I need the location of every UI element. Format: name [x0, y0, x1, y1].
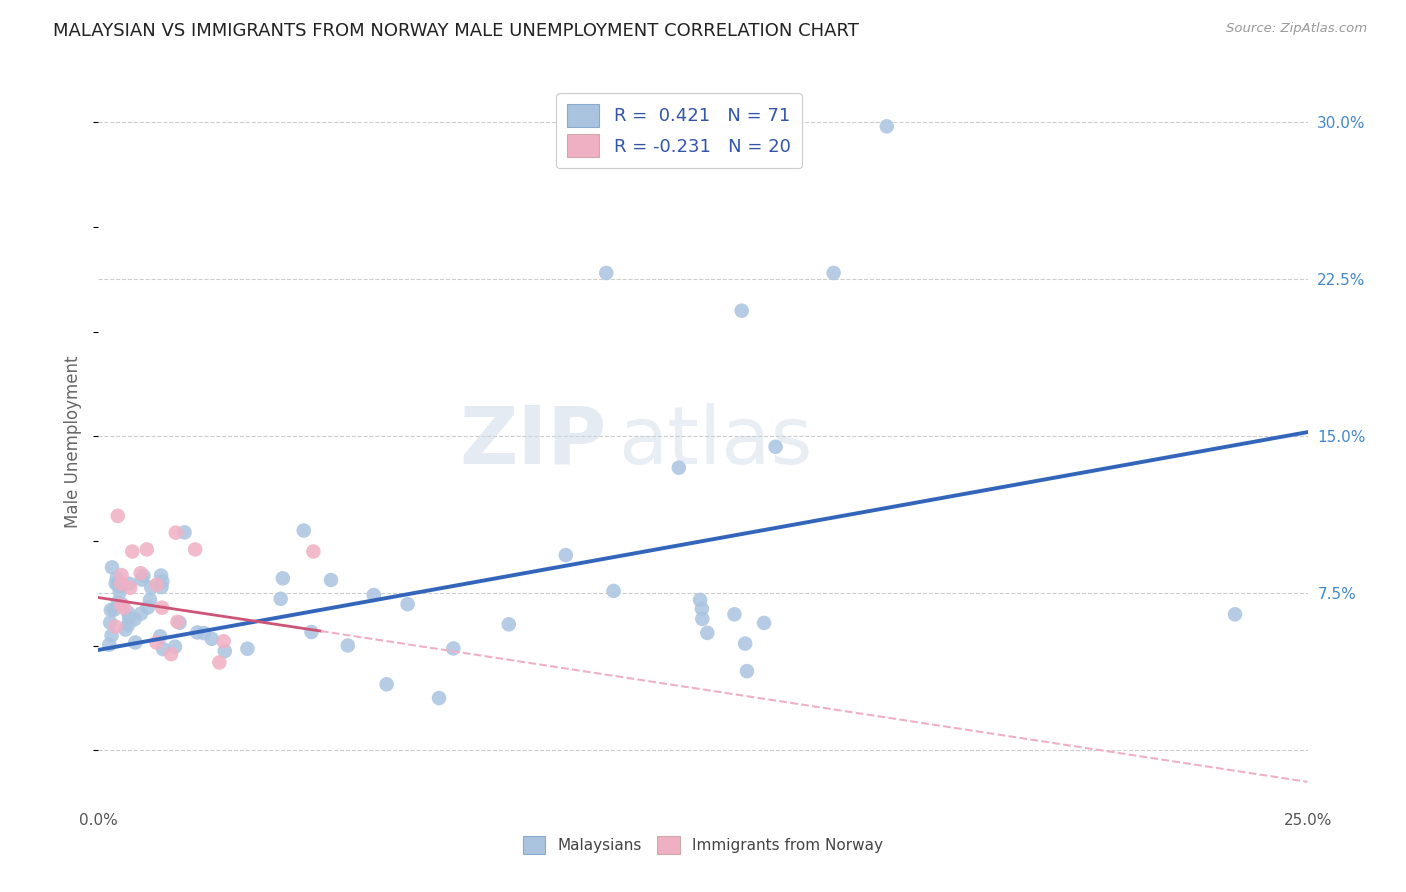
Legend: Malaysians, Immigrants from Norway: Malaysians, Immigrants from Norway [516, 830, 890, 860]
Point [731, 303, 754, 318]
Point [823, 266, 845, 280]
Point [118, 612, 141, 626]
Point [735, 664, 758, 678]
Point [149, 629, 172, 643]
Point [100, 628, 122, 642]
Point [121, 544, 143, 558]
Point [117, 606, 139, 620]
Point [117, 618, 139, 632]
Point [150, 574, 173, 589]
Point [690, 601, 713, 615]
Text: Source: ZipAtlas.com: Source: ZipAtlas.com [1226, 22, 1367, 36]
Point [734, 637, 756, 651]
Point [107, 577, 129, 591]
Point [160, 647, 183, 661]
Point [212, 634, 235, 648]
Point [690, 612, 713, 626]
Point [129, 607, 152, 621]
Point [302, 544, 325, 558]
Point [107, 595, 129, 609]
Point [124, 635, 146, 649]
Point [193, 626, 215, 640]
Point [112, 600, 135, 615]
Point [319, 573, 342, 587]
Point [108, 579, 131, 593]
Point [427, 691, 450, 706]
Point [236, 641, 259, 656]
Text: MALAYSIAN VS IMMIGRANTS FROM NORWAY MALE UNEMPLOYMENT CORRELATION CHART: MALAYSIAN VS IMMIGRANTS FROM NORWAY MALE… [53, 22, 859, 40]
Point [105, 571, 128, 585]
Point [139, 593, 162, 607]
Point [98, 615, 121, 630]
Point [214, 644, 236, 658]
Point [271, 571, 294, 585]
Point [110, 576, 132, 591]
Point [120, 581, 142, 595]
Point [135, 542, 157, 557]
Point [104, 576, 127, 591]
Point [118, 576, 141, 591]
Point [101, 560, 124, 574]
Point [595, 266, 617, 280]
Point [108, 585, 131, 599]
Point [270, 591, 292, 606]
Point [336, 639, 359, 653]
Point [145, 577, 167, 591]
Point [165, 525, 187, 540]
Point [173, 525, 195, 540]
Point [111, 598, 134, 612]
Text: ZIP: ZIP [458, 402, 606, 481]
Point [375, 677, 398, 691]
Point [150, 600, 173, 615]
Point [554, 548, 576, 562]
Point [602, 584, 624, 599]
Point [132, 569, 155, 583]
Point [98, 638, 121, 652]
Point [363, 588, 385, 602]
Point [301, 625, 323, 640]
Point [131, 573, 153, 587]
Point [100, 603, 122, 617]
Point [104, 620, 127, 634]
Point [876, 120, 898, 134]
Point [184, 542, 207, 557]
Point [166, 615, 188, 629]
Point [169, 615, 191, 630]
Point [765, 440, 787, 454]
Point [124, 612, 146, 626]
Point [110, 598, 132, 612]
Point [103, 603, 125, 617]
Point [136, 600, 159, 615]
Point [396, 597, 419, 611]
Point [723, 607, 745, 622]
Point [110, 578, 132, 592]
Point [1223, 607, 1246, 622]
Point [163, 640, 186, 654]
Point [141, 581, 163, 595]
Point [441, 641, 464, 656]
Point [107, 508, 129, 523]
Point [498, 617, 520, 632]
Point [292, 524, 315, 538]
Point [114, 623, 136, 637]
Point [150, 568, 173, 582]
Point [752, 615, 775, 630]
Point [108, 577, 131, 591]
Point [208, 656, 231, 670]
Point [110, 568, 132, 582]
Point [696, 626, 718, 640]
Text: atlas: atlas [619, 402, 813, 481]
Point [150, 580, 173, 594]
Point [129, 566, 152, 581]
Point [689, 593, 711, 607]
Point [186, 625, 208, 640]
Y-axis label: Male Unemployment: Male Unemployment [65, 355, 83, 528]
Point [145, 635, 167, 649]
Point [201, 632, 224, 646]
Point [152, 642, 174, 657]
Point [668, 460, 690, 475]
